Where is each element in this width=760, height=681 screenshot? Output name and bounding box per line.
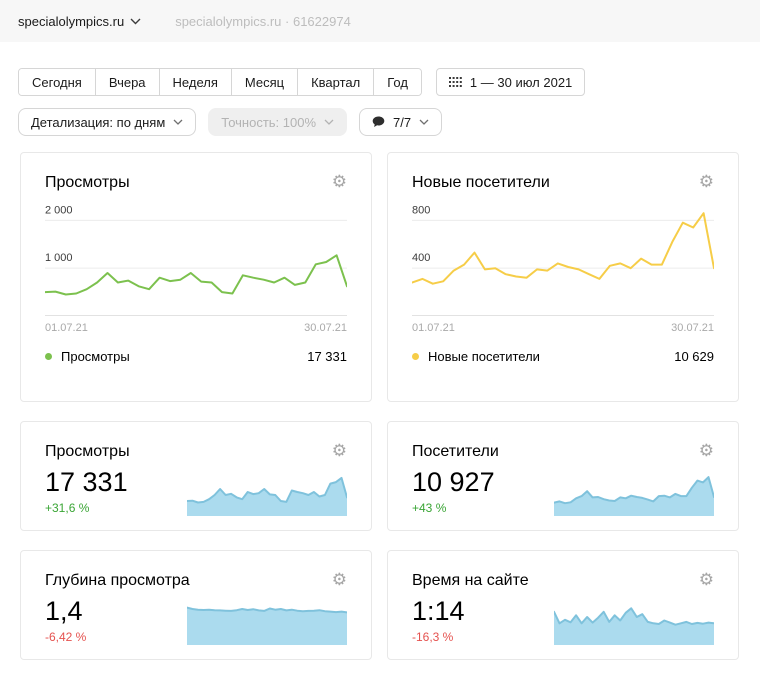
svg-text:1 000: 1 000 xyxy=(45,252,73,264)
gear-icon[interactable]: ⚙ xyxy=(698,172,714,191)
widget-title: Новые посетители xyxy=(412,174,550,191)
time-sparkline[interactable] xyxy=(553,603,715,645)
metric-value: 1:14 xyxy=(412,596,465,627)
svg-text:2 000: 2 000 xyxy=(45,206,73,216)
date-start: 01.07.21 xyxy=(45,322,88,335)
period-year-button[interactable]: Год xyxy=(374,69,421,95)
metric-value: 1,4 xyxy=(45,596,83,627)
date-range-button[interactable]: 1 — 30 июл 2021 xyxy=(435,68,586,96)
goals-label: 7/7 xyxy=(393,114,412,130)
svg-text:400: 400 xyxy=(412,252,430,264)
chevron-down-icon xyxy=(173,119,183,125)
widget-title: Время на сайте xyxy=(412,572,529,589)
detail-dropdown[interactable]: Детализация: по дням xyxy=(18,108,197,136)
legend-dot xyxy=(412,353,419,361)
detail-label: Детализация: по дням xyxy=(31,114,166,130)
new-visitors-line-chart[interactable]: 400 800 xyxy=(412,206,714,317)
widget-views-summary: Просмотры ⚙ 17 331 +31,6 % xyxy=(20,421,372,531)
period-month-button[interactable]: Месяц xyxy=(231,69,299,95)
widget-title: Просмотры xyxy=(45,174,130,191)
metric-value: 10 927 xyxy=(412,467,495,498)
options-row: Детализация: по дням Точность: 100% 7/7 xyxy=(18,108,742,136)
widget-depth-summary: Глубина просмотра ⚙ 1,4 -6,42 % xyxy=(20,550,372,660)
gear-icon[interactable]: ⚙ xyxy=(331,570,347,589)
visitors-sparkline[interactable] xyxy=(553,474,715,516)
period-week-button[interactable]: Неделя xyxy=(159,69,232,95)
widget-views-chart: Просмотры ⚙ 1 000 2 000 01.07.21 30.07.21… xyxy=(20,152,372,402)
gear-icon[interactable]: ⚙ xyxy=(331,441,347,460)
date-start: 01.07.21 xyxy=(412,322,455,335)
legend-dot xyxy=(45,353,52,361)
widget-new-visitors-chart: Новые посетители ⚙ 400 800 01.07.21 30.07… xyxy=(387,152,739,402)
metric-delta: -16,3 % xyxy=(412,629,454,644)
metric-value: 17 331 xyxy=(45,467,128,498)
period-row: Сегодня Вчера Неделя Месяц Квартал Год 1… xyxy=(18,68,742,96)
site-selector-label: specialolympics.ru xyxy=(18,13,125,29)
legend-label: Новые посетители xyxy=(428,349,540,365)
legend-new-visitors[interactable]: Новые посетители 10 629 xyxy=(412,349,714,364)
period-today-button[interactable]: Сегодня xyxy=(19,69,96,95)
toolbar: Сегодня Вчера Неделя Месяц Квартал Год 1… xyxy=(0,42,760,136)
gear-icon[interactable]: ⚙ xyxy=(331,172,347,191)
views-line-chart[interactable]: 1 000 2 000 xyxy=(45,206,347,317)
metric-delta: +31,6 % xyxy=(45,500,90,515)
calendar-grid-icon xyxy=(448,77,462,87)
chevron-down-icon xyxy=(130,18,141,24)
topbar: specialolympics.ru specialolympics.ru · … xyxy=(0,0,760,42)
period-switcher: Сегодня Вчера Неделя Месяц Квартал Год xyxy=(18,68,422,96)
x-axis-dates: 01.07.21 30.07.21 xyxy=(45,322,347,334)
legend-views[interactable]: Просмотры 17 331 xyxy=(45,349,347,364)
widget-visitors-summary: Посетители ⚙ 10 927 +43 % xyxy=(387,421,739,531)
chevron-down-icon xyxy=(324,119,334,125)
period-yesterday-button[interactable]: Вчера xyxy=(95,69,160,95)
widget-time-summary: Время на сайте ⚙ 1:14 -16,3 % xyxy=(387,550,739,660)
widgets-grid: Просмотры ⚙ 1 000 2 000 01.07.21 30.07.21… xyxy=(20,152,742,660)
views-sparkline[interactable] xyxy=(186,474,348,516)
widget-title: Посетители xyxy=(412,443,499,460)
widget-title: Глубина просмотра xyxy=(45,572,190,589)
period-quarter-button[interactable]: Квартал xyxy=(298,69,375,95)
accuracy-dropdown[interactable]: Точность: 100% xyxy=(208,108,348,136)
gear-icon[interactable]: ⚙ xyxy=(698,570,714,589)
svg-text:800: 800 xyxy=(412,206,430,216)
legend-value: 10 629 xyxy=(674,349,714,365)
date-range-label: 1 — 30 июл 2021 xyxy=(469,74,573,90)
depth-sparkline[interactable] xyxy=(186,603,348,645)
site-info: specialolympics.ru · 61622974 xyxy=(175,13,351,29)
chevron-down-icon xyxy=(419,119,429,125)
date-end: 30.07.21 xyxy=(304,322,347,335)
date-end: 30.07.21 xyxy=(671,322,714,335)
metric-delta: +43 % xyxy=(412,500,447,515)
metric-delta: -6,42 % xyxy=(45,629,87,644)
goals-dropdown[interactable]: 7/7 xyxy=(359,108,443,136)
speech-bubble-icon xyxy=(372,116,385,127)
widget-title: Просмотры xyxy=(45,443,130,460)
site-selector[interactable]: specialolympics.ru xyxy=(18,14,141,29)
legend-label: Просмотры xyxy=(61,349,130,365)
accuracy-label: Точность: 100% xyxy=(221,114,317,130)
x-axis-dates: 01.07.21 30.07.21 xyxy=(412,322,714,334)
legend-value: 17 331 xyxy=(307,349,347,365)
gear-icon[interactable]: ⚙ xyxy=(698,441,714,460)
